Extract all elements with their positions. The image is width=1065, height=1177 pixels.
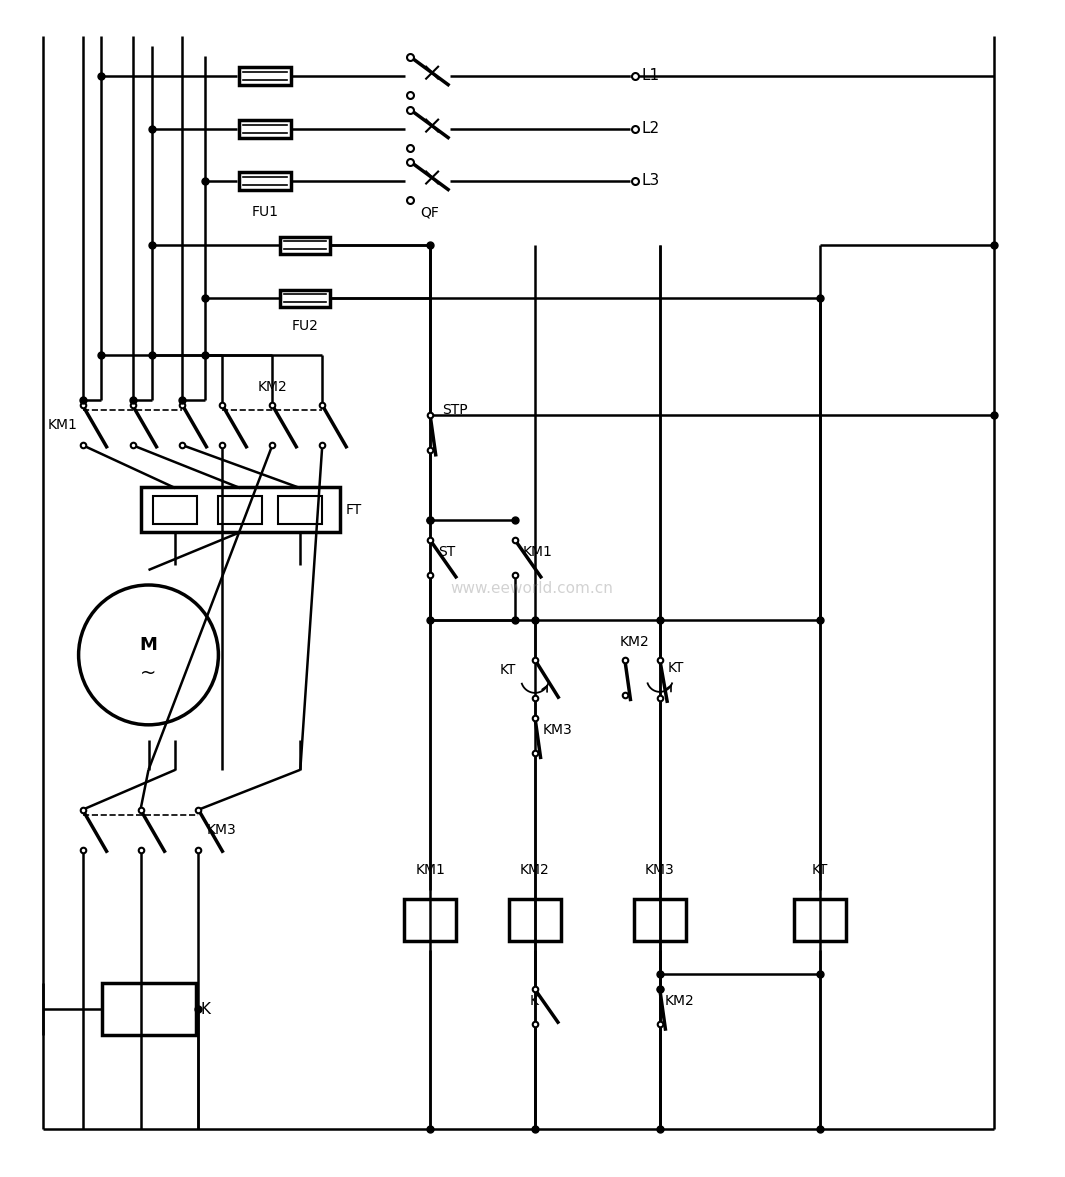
- Bar: [280, 237, 330, 254]
- Text: KM2: KM2: [620, 634, 650, 649]
- Bar: [101, 984, 196, 1036]
- Text: FU2: FU2: [292, 319, 318, 333]
- Bar: [240, 172, 292, 189]
- Text: KT: KT: [668, 661, 684, 674]
- Bar: [218, 497, 262, 524]
- Text: KM1: KM1: [523, 545, 553, 559]
- Text: www.eeworld.com.cn: www.eeworld.com.cn: [450, 580, 613, 596]
- Text: KT: KT: [812, 863, 828, 877]
- Text: L2: L2: [642, 121, 660, 137]
- Text: M: M: [140, 636, 158, 654]
- Text: KM2: KM2: [258, 380, 288, 394]
- Text: KT: KT: [501, 663, 517, 677]
- Bar: [405, 898, 456, 940]
- Text: ~: ~: [141, 664, 157, 683]
- Text: KM3: KM3: [645, 863, 675, 877]
- Text: FU1: FU1: [251, 206, 279, 219]
- Text: KM3: KM3: [543, 723, 573, 737]
- Bar: [793, 898, 846, 940]
- Bar: [240, 120, 292, 138]
- Text: L1: L1: [642, 68, 660, 84]
- Text: K: K: [200, 1002, 211, 1017]
- Bar: [278, 497, 323, 524]
- Text: L3: L3: [642, 173, 660, 188]
- Bar: [141, 487, 340, 532]
- Text: FT: FT: [345, 503, 361, 517]
- Bar: [153, 497, 197, 524]
- Text: KM3: KM3: [207, 823, 236, 837]
- Bar: [280, 290, 330, 307]
- Text: KM2: KM2: [520, 863, 550, 877]
- Bar: [509, 898, 561, 940]
- Text: KM2: KM2: [665, 995, 694, 1009]
- Text: K: K: [530, 995, 539, 1009]
- Text: QF: QF: [421, 206, 439, 219]
- Bar: [634, 898, 686, 940]
- Text: KM1: KM1: [48, 418, 78, 432]
- Text: KM1: KM1: [415, 863, 445, 877]
- Text: ST: ST: [438, 545, 456, 559]
- Bar: [240, 67, 292, 85]
- Text: STP: STP: [442, 404, 468, 417]
